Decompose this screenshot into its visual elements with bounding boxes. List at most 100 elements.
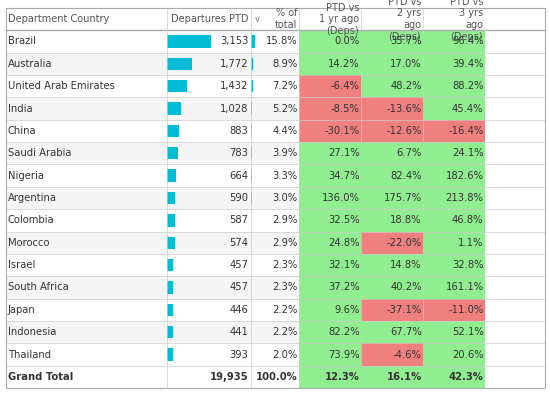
- Bar: [6, 8, 544, 30]
- Bar: [251, 321, 299, 343]
- Text: 7.2%: 7.2%: [272, 81, 298, 91]
- Bar: [424, 299, 485, 321]
- Bar: [424, 343, 485, 366]
- Bar: [6, 53, 167, 75]
- Bar: [299, 299, 361, 321]
- Bar: [424, 30, 485, 53]
- Bar: [251, 125, 252, 137]
- Text: India: India: [8, 103, 32, 114]
- Bar: [299, 276, 361, 299]
- Text: 8.9%: 8.9%: [272, 59, 298, 69]
- Text: 5.2%: 5.2%: [272, 103, 298, 114]
- Bar: [424, 209, 485, 232]
- Bar: [251, 75, 299, 97]
- Text: -22.0%: -22.0%: [386, 238, 422, 248]
- Bar: [361, 187, 424, 209]
- Bar: [251, 80, 252, 92]
- Bar: [167, 103, 182, 115]
- Text: 2.9%: 2.9%: [272, 215, 298, 225]
- Text: 35.7%: 35.7%: [390, 36, 422, 46]
- Bar: [167, 35, 211, 48]
- Text: 213.8%: 213.8%: [446, 193, 483, 203]
- Bar: [167, 80, 187, 92]
- Text: 24.8%: 24.8%: [328, 238, 360, 248]
- Bar: [361, 254, 424, 276]
- Text: 27.1%: 27.1%: [328, 148, 360, 158]
- Text: 32.5%: 32.5%: [328, 215, 360, 225]
- Text: 52.1%: 52.1%: [452, 327, 483, 337]
- Bar: [251, 142, 299, 164]
- Bar: [251, 366, 299, 388]
- Bar: [167, 232, 251, 254]
- Text: Australia: Australia: [8, 59, 52, 69]
- Text: 3.0%: 3.0%: [272, 193, 298, 203]
- Text: 4.4%: 4.4%: [272, 126, 298, 136]
- Bar: [251, 299, 299, 321]
- Text: 457: 457: [229, 282, 249, 293]
- Bar: [6, 209, 167, 232]
- Text: Thailand: Thailand: [8, 350, 51, 360]
- Text: PTD vs
3 yrs
ago
(Deps): PTD vs 3 yrs ago (Deps): [449, 0, 483, 42]
- Text: 587: 587: [229, 215, 249, 225]
- Text: 82.4%: 82.4%: [390, 171, 422, 181]
- Bar: [167, 53, 251, 75]
- Bar: [6, 164, 167, 187]
- Text: 37.2%: 37.2%: [328, 282, 360, 293]
- Text: 42.3%: 42.3%: [449, 372, 483, 382]
- Text: 32.1%: 32.1%: [328, 260, 360, 270]
- Text: 2.2%: 2.2%: [272, 305, 298, 315]
- Bar: [167, 321, 251, 343]
- Bar: [6, 30, 167, 53]
- Text: 2.9%: 2.9%: [272, 238, 298, 248]
- Text: 6.7%: 6.7%: [396, 148, 422, 158]
- Bar: [361, 97, 424, 120]
- Bar: [251, 30, 299, 53]
- Bar: [167, 236, 175, 249]
- Bar: [167, 187, 251, 209]
- Bar: [167, 142, 251, 164]
- Bar: [424, 53, 485, 75]
- Bar: [6, 232, 167, 254]
- Bar: [167, 276, 251, 299]
- Bar: [167, 30, 251, 53]
- Text: 40.2%: 40.2%: [390, 282, 422, 293]
- Text: 664: 664: [229, 171, 249, 181]
- Bar: [361, 164, 424, 187]
- Bar: [424, 254, 485, 276]
- Text: Indonesia: Indonesia: [8, 327, 56, 337]
- Bar: [167, 299, 251, 321]
- Bar: [424, 97, 485, 120]
- Bar: [251, 147, 252, 160]
- Text: -4.6%: -4.6%: [393, 350, 422, 360]
- Bar: [167, 169, 177, 182]
- Bar: [299, 53, 361, 75]
- Bar: [167, 304, 173, 316]
- Bar: [6, 187, 167, 209]
- Bar: [299, 97, 361, 120]
- Text: 3.3%: 3.3%: [272, 171, 298, 181]
- Text: 19,935: 19,935: [210, 372, 249, 382]
- Text: Department Country: Department Country: [8, 14, 109, 24]
- Bar: [251, 97, 299, 120]
- Text: -13.6%: -13.6%: [386, 103, 422, 114]
- Bar: [167, 259, 173, 271]
- Text: Japan: Japan: [8, 305, 35, 315]
- Text: 2.3%: 2.3%: [272, 260, 298, 270]
- Text: Israel: Israel: [8, 260, 35, 270]
- Text: 1.1%: 1.1%: [458, 238, 483, 248]
- Bar: [167, 58, 191, 70]
- Text: v: v: [255, 15, 260, 24]
- Bar: [361, 120, 424, 142]
- Text: 1,028: 1,028: [220, 103, 249, 114]
- Bar: [361, 142, 424, 164]
- Text: 15.8%: 15.8%: [266, 36, 298, 46]
- Bar: [299, 321, 361, 343]
- Text: -37.1%: -37.1%: [386, 305, 422, 315]
- Text: 12.3%: 12.3%: [324, 372, 360, 382]
- Bar: [6, 321, 167, 343]
- Bar: [361, 321, 424, 343]
- Text: 39.4%: 39.4%: [452, 59, 483, 69]
- Text: 17.0%: 17.0%: [390, 59, 422, 69]
- Text: 161.1%: 161.1%: [446, 282, 483, 293]
- Bar: [299, 142, 361, 164]
